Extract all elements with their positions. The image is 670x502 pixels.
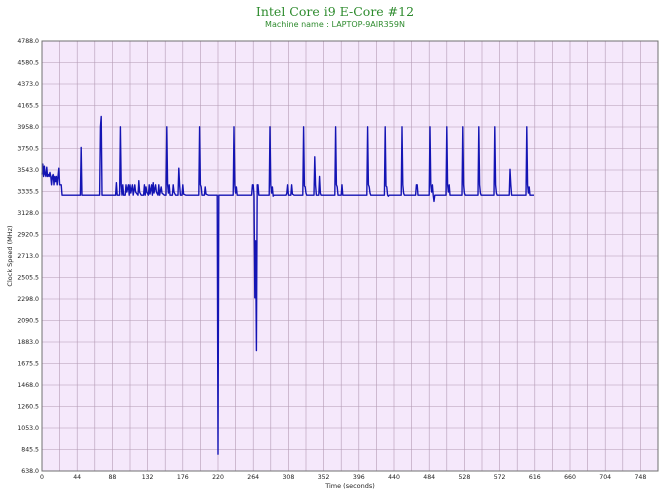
y-tick-label: 2090.5 <box>17 318 39 325</box>
x-tick-label: 176 <box>177 474 189 481</box>
y-tick-label: 2298.0 <box>17 296 39 303</box>
y-tick-label: 4373.0 <box>17 81 39 88</box>
y-tick-label: 4788.0 <box>17 38 39 45</box>
y-tick-label: 3958.0 <box>17 124 39 131</box>
y-tick-label: 1468.0 <box>17 382 39 389</box>
x-axis-ticks: 0 44 88 132 176 220 264 308 352 396 440 484 528 572 61… <box>40 474 646 481</box>
x-tick-label: 44 <box>73 474 81 481</box>
y-tick-label: 1260.5 <box>17 404 39 411</box>
y-tick-label: 3128.0 <box>17 210 39 217</box>
x-tick-label: 440 <box>388 474 400 481</box>
y-tick-label: 4165.5 <box>17 103 39 110</box>
x-tick-label: 748 <box>634 474 646 481</box>
y-tick-label: 845.5 <box>21 447 39 454</box>
y-tick-label: 1675.5 <box>17 361 39 368</box>
y-tick-label: 3543.0 <box>17 167 39 174</box>
y-tick-label: 3750.5 <box>17 146 39 153</box>
y-axis-ticks: 638.0 845.5 1053.0 1260.5 1468.0 1675.5 1883.0… <box>17 38 39 475</box>
x-tick-label: 264 <box>247 474 259 481</box>
grid-lines <box>42 41 658 471</box>
y-axis-label: Clock Speed (MHz) <box>6 225 14 286</box>
y-tick-label: 4580.5 <box>17 60 39 67</box>
y-tick-label: 2713.0 <box>17 253 39 260</box>
x-tick-label: 352 <box>318 474 330 481</box>
x-tick-label: 616 <box>529 474 541 481</box>
x-axis-label: Time (seconds) <box>324 482 375 490</box>
x-tick-label: 220 <box>212 474 224 481</box>
x-tick-label: 132 <box>142 474 154 481</box>
y-tick-label: 1053.0 <box>17 425 39 432</box>
x-tick-label: 704 <box>599 474 611 481</box>
y-tick-label: 2920.5 <box>17 232 39 239</box>
y-tick-label: 638.0 <box>21 468 39 475</box>
x-tick-label: 0 <box>40 474 44 481</box>
y-tick-label: 3335.5 <box>17 189 39 196</box>
x-tick-label: 572 <box>494 474 506 481</box>
x-tick-label: 308 <box>282 474 294 481</box>
y-tick-label: 1883.0 <box>17 339 39 346</box>
x-tick-label: 660 <box>564 474 576 481</box>
x-tick-label: 528 <box>458 474 470 481</box>
x-tick-label: 88 <box>108 474 116 481</box>
x-tick-label: 484 <box>423 474 435 481</box>
y-tick-label: 2505.5 <box>17 275 39 282</box>
x-tick-label: 396 <box>353 474 365 481</box>
